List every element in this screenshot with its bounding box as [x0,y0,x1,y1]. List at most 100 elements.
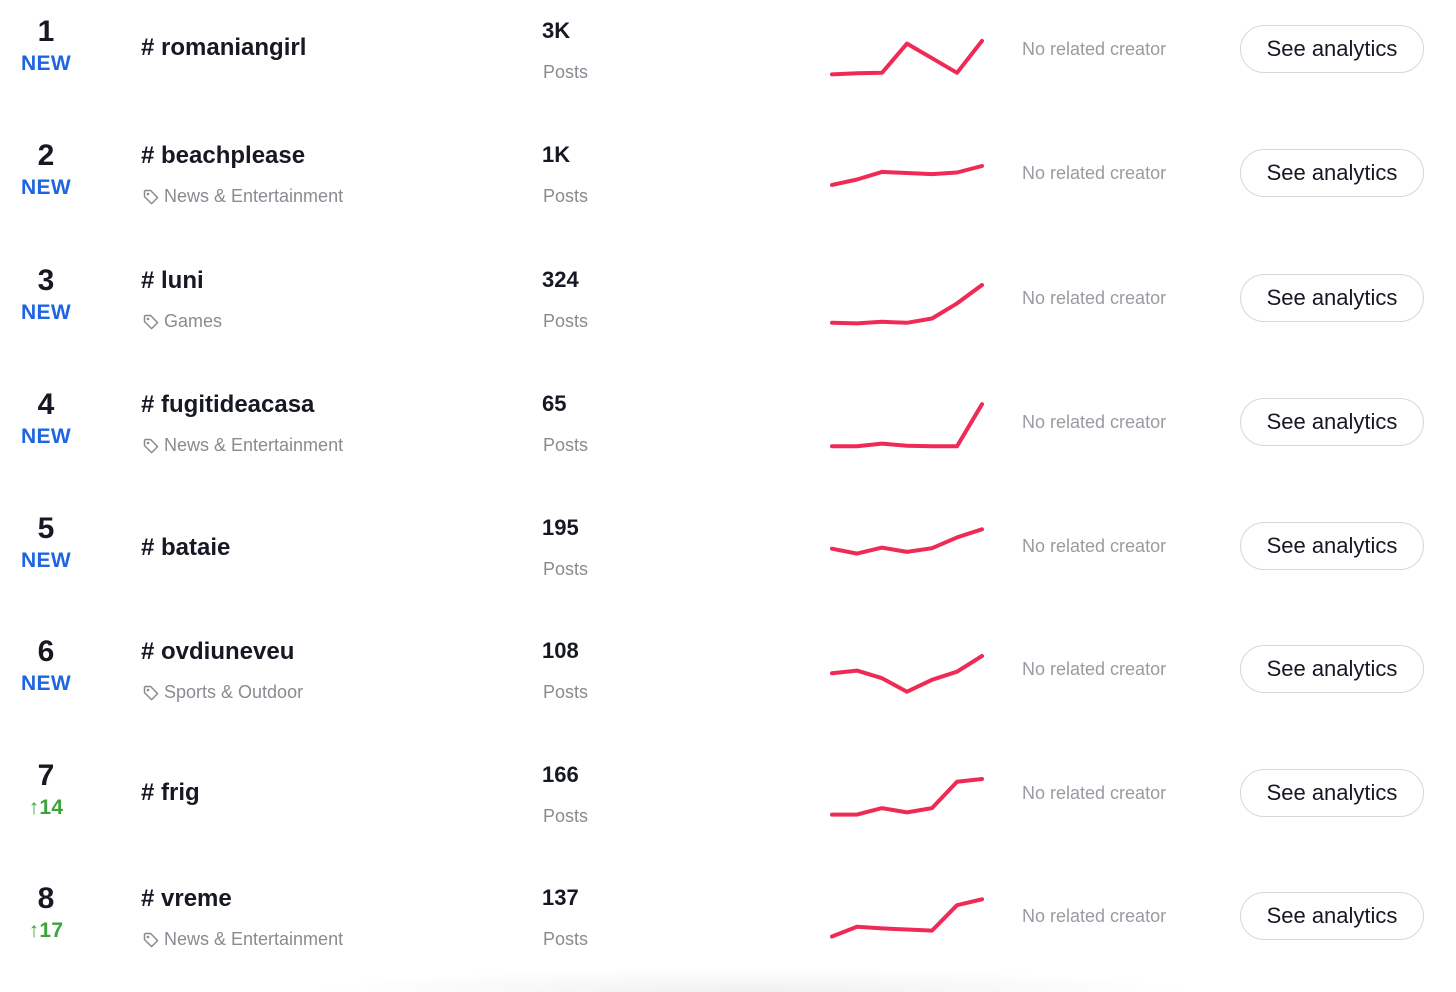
see-analytics-button[interactable]: See analytics [1240,274,1424,322]
hashtag-link[interactable]: # romaniangirl [141,34,307,61]
rank-number: 2 [37,139,55,172]
rank-cell: 5 NEW [0,511,92,573]
trend-line [830,527,984,556]
rank-number: 7 [37,759,55,792]
rank-cell: 2 NEW [0,138,92,200]
posts-count: 195 [542,515,579,540]
category-label: News & Entertainment [142,435,343,456]
table-row: 8 ↑17 # vreme News & Entertainment 137 Posts N… [0,867,1456,991]
trend-sparkline [830,885,984,947]
rank-number: 4 [37,388,55,421]
trend-sparkline [830,762,984,824]
rank-cell: 6 NEW [0,634,92,696]
new-badge: NEW [21,425,71,448]
see-analytics-button[interactable]: See analytics [1240,645,1424,693]
rank-number: 8 [37,882,55,915]
rank-number: 1 [37,15,55,48]
hashtag-link[interactable]: # bataie [141,534,231,561]
trend-line [830,38,984,77]
trend-sparkline [830,391,984,453]
trend-chart [830,527,984,556]
category-text: Games [164,311,223,331]
table-row: 5 NEW # bataie 195 Posts No related creator Se… [0,497,1456,621]
rank-cell: 8 ↑17 [0,881,92,943]
hashtag-link[interactable]: # beachplease [141,142,306,169]
posts-label: Posts [543,682,589,702]
table-row: 1 NEW # romaniangirl 3K Posts No related crea… [0,0,1456,124]
posts-count: 324 [542,267,579,292]
related-creator-text: No related creator [1022,412,1167,432]
table-row: 4 NEW # fugitideacasa News & Entertainment 6… [0,373,1456,497]
rank-number: 5 [37,512,55,545]
related-creator-text: No related creator [1022,659,1167,679]
related-creator-text: No related creator [1022,906,1167,926]
posts-count: 3K [542,18,571,43]
new-badge: NEW [21,52,71,75]
related-creator-text: No related creator [1022,783,1167,803]
see-analytics-button[interactable]: See analytics [1240,522,1424,570]
new-badge: NEW [21,672,71,695]
hashtag-link[interactable]: # fugitideacasa [141,391,315,418]
hashtag-link[interactable]: # ovdiuneveu [141,638,295,665]
posts-label: Posts [543,806,589,826]
rank-number: 3 [37,264,55,297]
hashtag-link[interactable]: # vreme [141,885,232,912]
category-text: Sports & Outdoor [164,682,304,702]
related-creator-text: No related creator [1022,288,1167,308]
tag-icon [142,188,160,206]
see-analytics-button[interactable]: See analytics [1240,769,1424,817]
posts-label: Posts [543,62,589,82]
related-creator-text: No related creator [1022,536,1167,556]
trend-chart [830,164,984,187]
trend-chart [830,654,984,694]
table-row: 2 NEW # beachplease News & Entertainment 1K P… [0,124,1456,248]
category-text: News & Entertainment [164,186,344,206]
rank-cell: 4 NEW [0,387,92,449]
trend-line [830,897,984,939]
trend-chart [830,777,984,817]
tag-icon [142,313,160,331]
tag-icon [142,931,160,949]
new-badge: NEW [21,549,71,572]
trend-sparkline [830,267,984,329]
trend-line [830,654,984,694]
table-row: 6 NEW # ovdiuneveu Sports & Outdoor 108 Posts… [0,620,1456,744]
related-creator-text: No related creator [1022,39,1167,59]
category-label: News & Entertainment [142,929,343,950]
table-row: 3 NEW # luni Games 324 Posts No related creato… [0,249,1456,373]
trend-sparkline [830,515,984,577]
category-label: Games [142,311,222,332]
trend-chart [830,402,984,449]
rank-number: 6 [37,635,55,668]
bottom-shadow [300,968,1200,992]
see-analytics-button[interactable]: See analytics [1240,25,1424,73]
see-analytics-button[interactable]: See analytics [1240,149,1424,197]
category-text: News & Entertainment [164,929,344,949]
trend-line [830,402,984,449]
rank-change-badge: ↑14 [28,796,64,819]
trend-chart [830,283,984,326]
see-analytics-button[interactable]: See analytics [1240,892,1424,940]
hashtag-link[interactable]: # frig [141,779,200,806]
tag-icon [142,437,160,455]
trend-line [830,164,984,187]
category-label: Sports & Outdoor [142,682,303,703]
posts-count: 137 [542,885,579,910]
trend-chart [830,897,984,939]
posts-count: 166 [542,762,579,787]
new-badge: NEW [21,301,71,324]
trend-sparkline [830,638,984,700]
rank-cell: 7 ↑14 [0,758,92,820]
rank-cell: 1 NEW [0,14,92,76]
trend-sparkline [830,18,984,80]
hashtag-link[interactable]: # luni [141,267,204,294]
rank-cell: 3 NEW [0,263,92,325]
table-row: 7 ↑14 # frig 166 Posts No related creator See … [0,744,1456,868]
trend-line [830,777,984,817]
new-badge: NEW [21,176,71,199]
see-analytics-button[interactable]: See analytics [1240,398,1424,446]
tag-icon [142,684,160,702]
posts-count: 1K [542,142,571,167]
posts-count: 65 [542,391,567,416]
